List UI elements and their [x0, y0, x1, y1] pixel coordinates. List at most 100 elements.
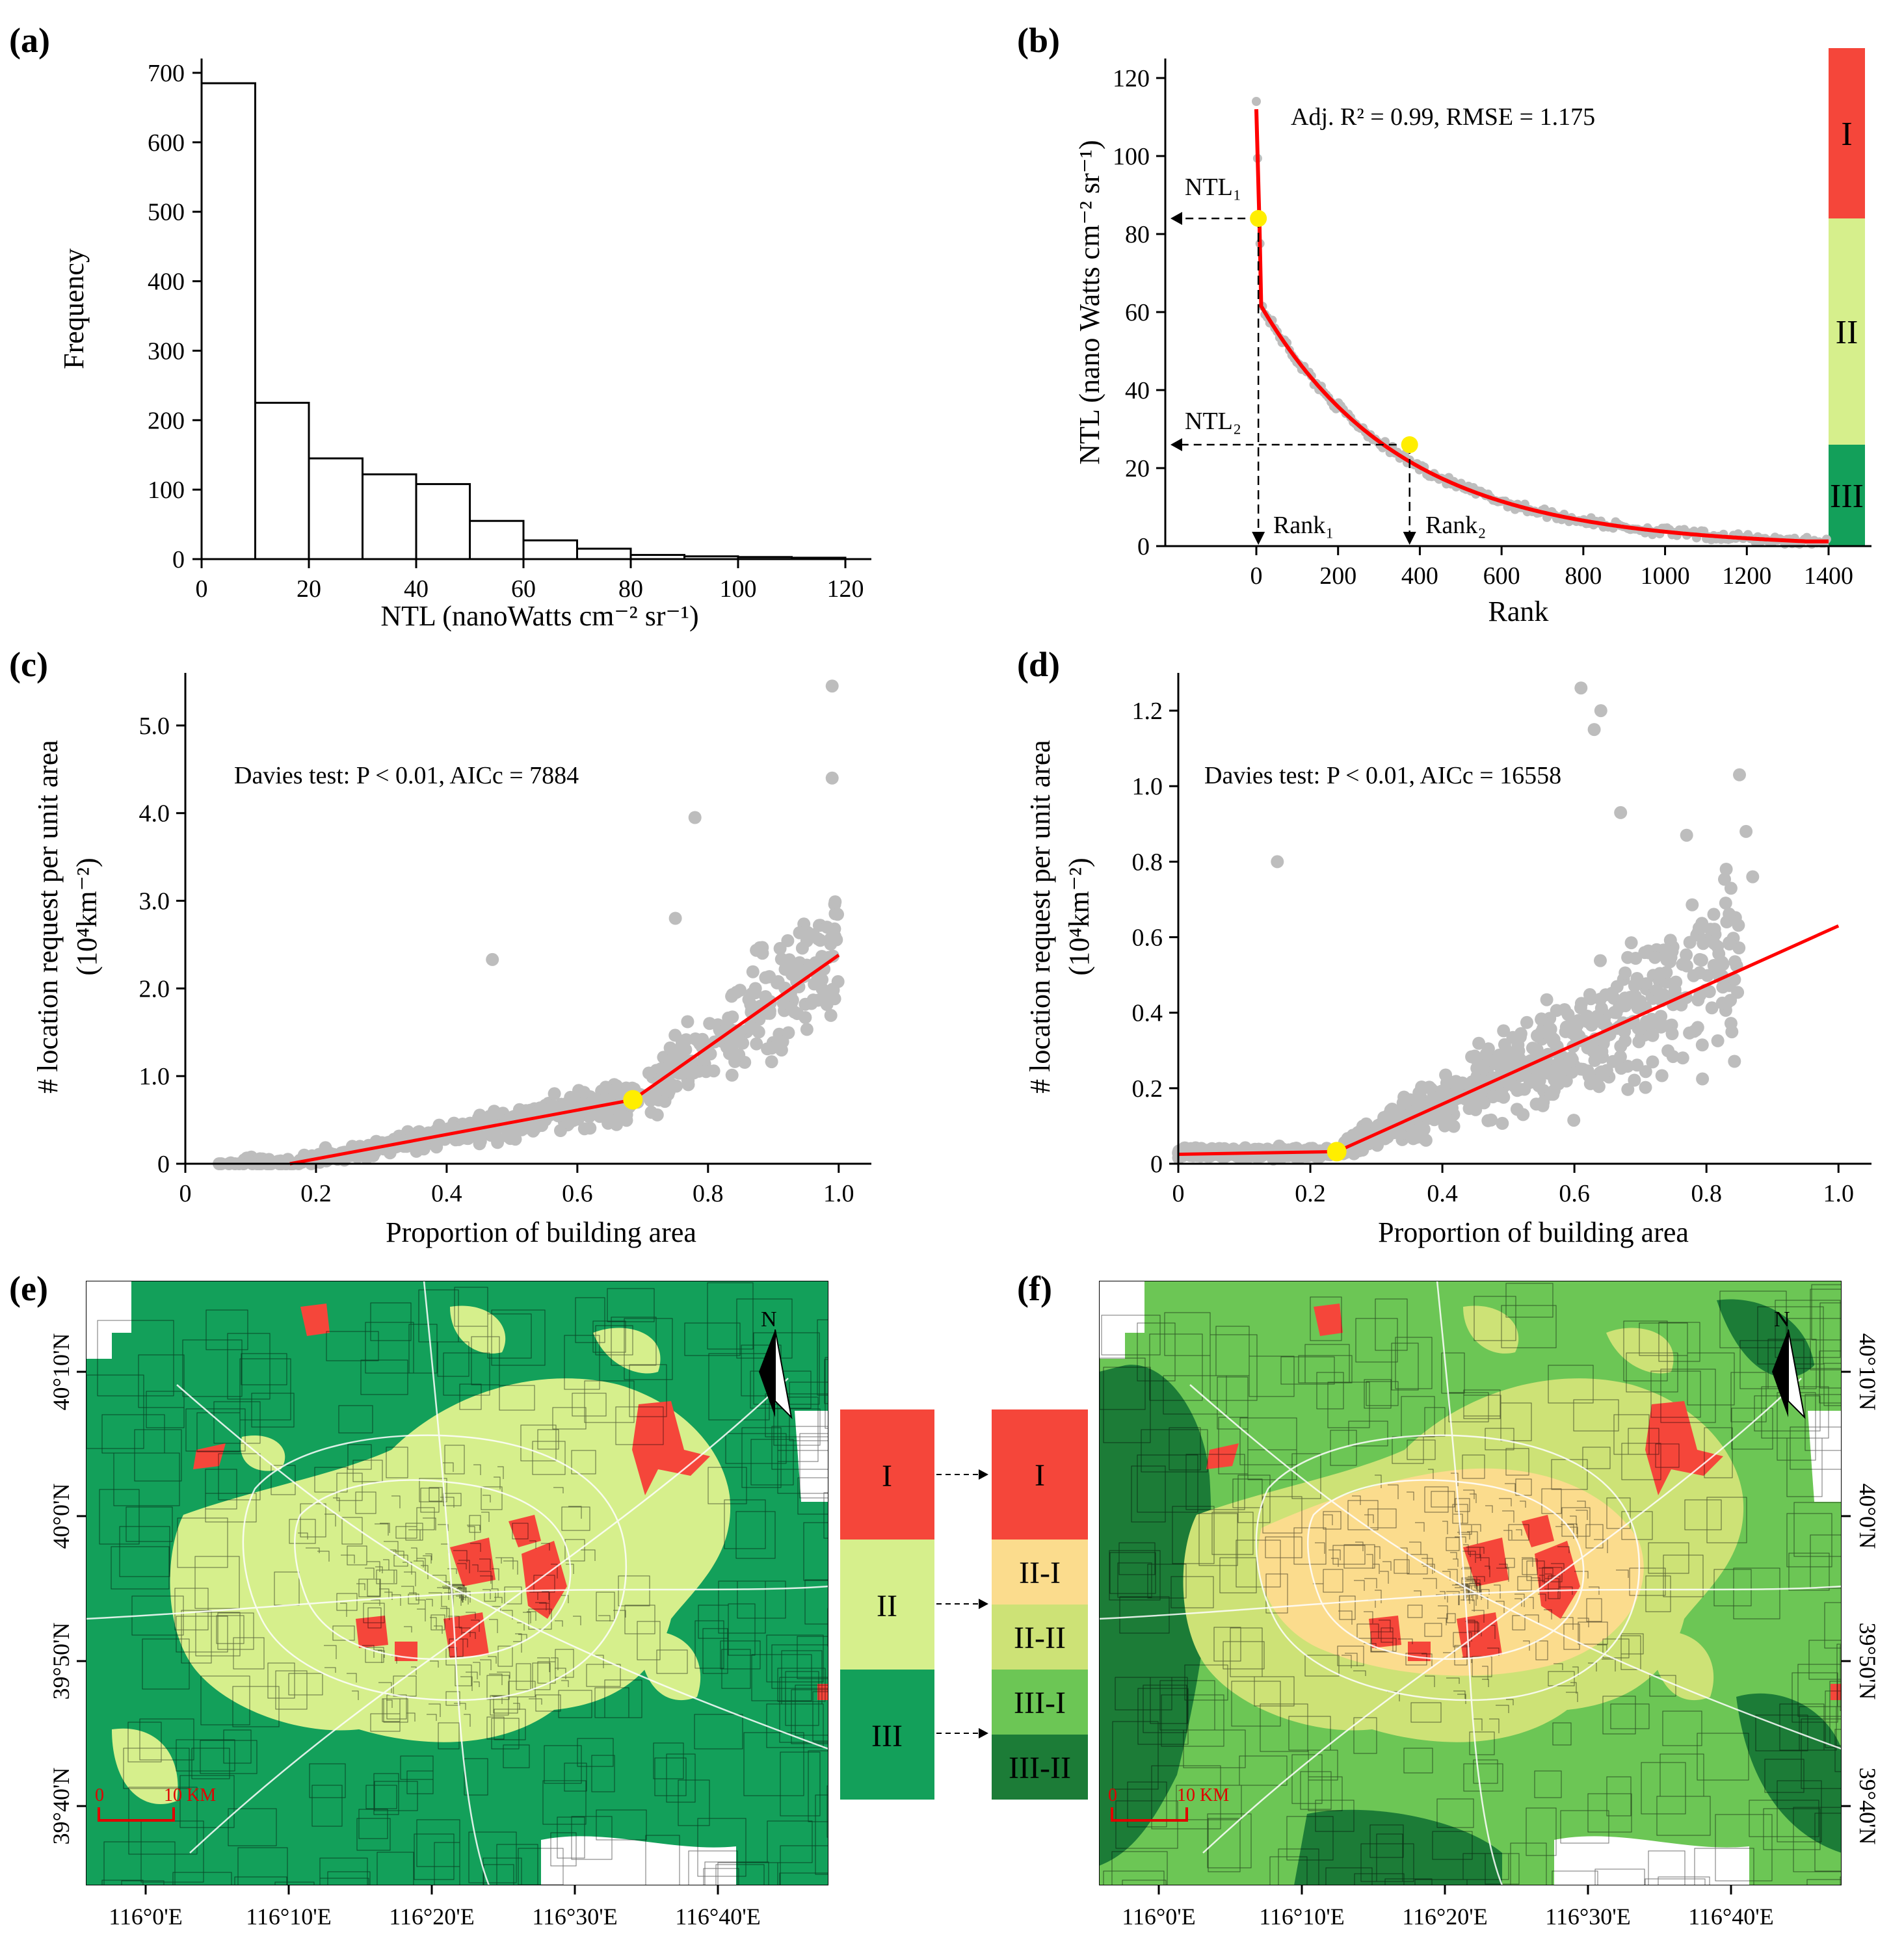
data-point [828, 895, 842, 909]
data-point [776, 1035, 789, 1049]
zone-band [1829, 48, 1865, 218]
data-point [1724, 1017, 1738, 1030]
y-tick-label: 80 [1125, 221, 1150, 248]
x-tick-label: 800 [1565, 562, 1602, 590]
ntl1-label: NTL₁ [1185, 174, 1241, 201]
x-tick-label: 0 [179, 1180, 192, 1207]
data-point [795, 941, 809, 955]
map-f-boundaries [1099, 1283, 1842, 1885]
data-point [1535, 1025, 1548, 1039]
y-tick-label: 700 [148, 60, 185, 87]
data-point [1470, 1092, 1483, 1106]
d-breakpoint [1327, 1142, 1347, 1162]
b-x-ticks: 0 200 400 600 800 1000 1200 1400 [1250, 546, 1853, 590]
data-point [773, 941, 787, 955]
data-point [681, 1065, 694, 1079]
map-f-roads [1099, 1281, 1842, 1885]
data-point [1391, 1108, 1405, 1121]
x-tick-label: 0 [1250, 562, 1263, 590]
data-point [699, 1065, 713, 1079]
data-point [1687, 969, 1700, 982]
data-point [725, 990, 739, 1003]
data-point [1697, 937, 1710, 950]
data-point [725, 1068, 739, 1082]
data-point [1719, 897, 1732, 910]
data-point [1417, 1097, 1431, 1110]
guide-arrowhead [1403, 532, 1416, 545]
data-point [828, 930, 842, 943]
data-point [765, 1042, 778, 1055]
x-tick-label: 0.2 [1295, 1180, 1326, 1207]
data-point [1599, 988, 1613, 1002]
legend-swatch [992, 1540, 1088, 1605]
lon-tick-label: 116°40'E [675, 1904, 761, 1930]
x-tick-label: 400 [1401, 562, 1438, 590]
y-tick-label: 1.2 [1132, 698, 1163, 725]
data-point [1595, 1045, 1609, 1058]
data-point [1655, 1069, 1669, 1082]
svg-text:10 KM: 10 KM [164, 1785, 216, 1805]
data-point [1351, 1126, 1364, 1140]
data-point [662, 1084, 676, 1098]
map-f-north-label: N [1774, 1307, 1790, 1331]
data-point [1520, 1016, 1533, 1029]
data-point [1513, 1030, 1527, 1043]
data-point [746, 965, 760, 978]
map-e-frame: N 0 10 KM [86, 1281, 828, 1885]
data-point [548, 1087, 561, 1101]
data-point [1540, 993, 1554, 1006]
data-point [812, 932, 825, 946]
data-point [694, 1034, 708, 1047]
c-breakpoint [623, 1090, 643, 1110]
x-tick-label: 0.6 [562, 1180, 593, 1207]
data-point [1676, 1051, 1689, 1065]
data-point [1445, 1075, 1459, 1089]
zone-label: II [1836, 314, 1858, 351]
map-f-lat-ticks: 40°10'N 40°0'N 39°50'N 39°40'N [1842, 1333, 1881, 1844]
y-tick-label: 120 [1113, 65, 1150, 92]
data-point [800, 1023, 813, 1036]
d-davies-annotation: Davies test: P < 0.01, AICc = 16558 [1204, 762, 1561, 789]
data-point [1501, 1045, 1515, 1059]
x-tick-label: 1400 [1804, 562, 1853, 590]
data-point [560, 1097, 574, 1110]
data-point [668, 911, 682, 925]
y-tick-label: 100 [1113, 143, 1150, 170]
a-x-axis-label: NTL (nanoWatts cm⁻² sr⁻¹) [380, 600, 698, 632]
d-y-axis-label: # location request per unit area [1024, 740, 1056, 1094]
legend-swatch [992, 1735, 1088, 1800]
lat-tick-label: 40°10'N [48, 1333, 74, 1411]
data-point [799, 1011, 812, 1025]
zone-label: III [1830, 478, 1864, 515]
y-tick-label: 400 [148, 269, 185, 296]
legend-swatch [992, 1605, 1088, 1670]
data-point [1538, 1060, 1552, 1073]
histogram-bar [200, 82, 256, 560]
data-point [1567, 1114, 1581, 1127]
data-point [681, 1015, 694, 1029]
data-point [732, 1048, 746, 1062]
data-point [1696, 1072, 1710, 1086]
data-point [1715, 996, 1729, 1010]
panel-f-label: (f) [1017, 1269, 1052, 1308]
data-point [1733, 768, 1746, 781]
lat-tick-label: 40°0'N [48, 1484, 74, 1549]
data-point [1669, 975, 1683, 989]
data-point [1628, 1073, 1641, 1087]
data-point [1692, 921, 1706, 935]
data-point [1728, 1055, 1741, 1068]
data-point [1707, 908, 1721, 921]
y-tick-label: 60 [1125, 299, 1150, 326]
legend-swatch [840, 1409, 934, 1540]
map-f-lon-ticks: 116°0'E 116°10'E 116°20'E 116°30'E 116°40'E [1122, 1885, 1774, 1930]
y-tick-label: 0 [157, 1151, 170, 1178]
d-x-ticks: 0 0.2 0.4 0.6 0.8 1.0 [1172, 1164, 1854, 1207]
data-point [1481, 1114, 1495, 1127]
x-tick-label: 1.0 [823, 1180, 854, 1207]
y-tick-label: 0 [1137, 533, 1150, 560]
data-point [1495, 1086, 1509, 1100]
data-point [1607, 1006, 1621, 1019]
lat-tick-label: 39°40'N [48, 1768, 74, 1845]
data-point [697, 1052, 711, 1066]
